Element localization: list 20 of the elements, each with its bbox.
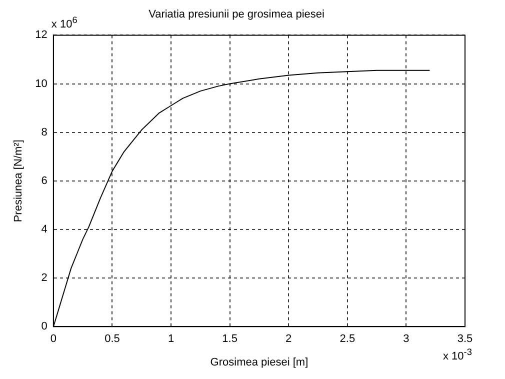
y-tick-label: 4 [41,224,48,236]
x-tick-label: 3.5 [457,333,473,346]
y-tick-label: 0 [41,320,48,333]
y-tick-label: 2 [41,272,48,284]
x-tick-label: 2.5 [340,333,356,346]
y-axis-title: Presiunea [N/m²] [12,140,25,222]
x-tick-label: 1 [168,333,174,346]
text: x 10$^{6}$ [51,15,78,31]
x-tick-label: 0 [50,333,56,346]
y-tick-label: 10 [35,78,48,90]
x-tick-label: 2 [286,333,292,346]
y-tick-label: 12 [35,29,48,42]
y-tick-label: 8 [41,126,48,138]
x-tick-label: 0.5 [104,333,120,346]
x-tick-label: 3 [403,333,410,346]
chart-title: Variatia presiunii pe grosimea piesei [148,8,324,21]
x-axis-title: Grosimea piesei [m] [210,356,308,368]
y-tick-label: 6 [41,174,48,187]
x-tick-label: 1.5 [222,333,238,346]
text: x 10$^{-3}$ [443,346,472,362]
